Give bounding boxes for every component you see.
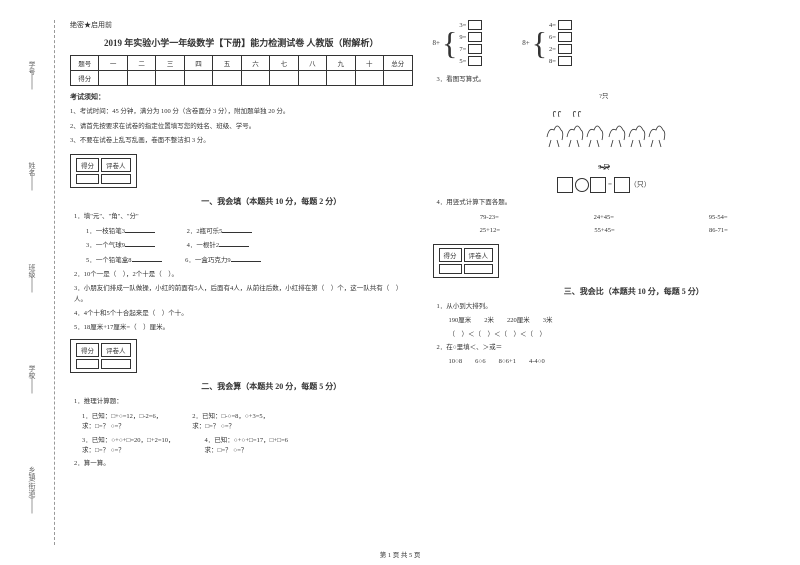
r-q3: 3．看图写算式。 <box>433 74 776 86</box>
table-row: 得分 <box>71 71 413 86</box>
deer-illustration <box>539 102 669 152</box>
s2q1: 1．推理计算题： <box>70 396 413 408</box>
s2-row: 3．已知：○+○+□=20，□+2=10，求：□=？ ○=？ 4．已知：○+○+… <box>70 434 413 454</box>
q1-row: 3．一个气球9 4．一根针2 <box>70 239 413 252</box>
q1-row: 1．一枝铅笔3 2．2瓶可乐5 <box>70 225 413 238</box>
sidebar-banji: 班级 <box>22 264 42 283</box>
notice-3: 3、不要在试卷上乱写乱画，卷面不整洁扣 3 分。 <box>70 135 413 147</box>
vcalc-row1: 79-23=24+45=95-54= <box>433 214 776 221</box>
table-row: 题号 一 二 三 四 五 六 七 八 九 十 总分 <box>71 56 413 71</box>
q3: 3．小朋友们排成一队做操，小红的前面有5人，后面有4人，从前往后数，小红排在第（… <box>70 283 413 306</box>
section1-title: 一、我会填（本题共 10 分，每题 2 分） <box>130 196 413 207</box>
notice-head: 考试须知： <box>70 92 413 102</box>
q5: 5．18厘米+17厘米=（ ）厘米。 <box>70 322 413 334</box>
section2-title: 二、我会算（本题共 20 分，每题 5 分） <box>130 381 413 392</box>
q4: 4．4个十和5个十合起来是（ ）个十。 <box>70 308 413 320</box>
left-column: 绝密★启用前 2019 年实验小学一年级数学【下册】能力检测试卷 人教版（附解析… <box>60 20 423 555</box>
sidebar-xiangzhen: 乡镇(街道) <box>22 466 42 504</box>
s3q2: 2．在○里填＜、＞或＝ <box>433 342 776 354</box>
s2q2: 2．算一算。 <box>70 458 413 470</box>
notice-2: 2、请首先按要求在试卷的指定位置填写您的姓名、班级、学号。 <box>70 121 413 133</box>
q1-row: 5．一个铅笔盒8 6．一盒巧克力9 <box>70 254 413 267</box>
s3q1: 1．从小到大排列。 <box>433 301 776 313</box>
brace-icon: { <box>442 27 457 59</box>
brace-icon: { <box>532 27 547 59</box>
binding-sidebar: 学号 姓名 班级 学校 乡镇(街道) <box>10 20 55 545</box>
s3q1a: 190厘米 2米 220厘米 3米 <box>433 315 776 327</box>
q1: 1．填"元"、"角"、"分" <box>70 211 413 223</box>
r-q4: 4．用竖式计算下面各题。 <box>433 197 776 209</box>
score-table: 题号 一 二 三 四 五 六 七 八 九 十 总分 得分 <box>70 55 413 86</box>
page-footer: 第 1 页 共 5 页 <box>0 549 800 559</box>
bracket-area: 8+ { 3= 9= 7= 5= 8+ { 4= 6= 2= 8= <box>433 20 776 74</box>
scorer-box-3: 得分评卷人 <box>433 244 500 278</box>
vcalc-row2: 25+12=55+45=86-71= <box>433 227 776 234</box>
sidebar-xuehao: 学号 <box>22 61 42 80</box>
notice-1: 1、考试时间：45 分钟，满分为 100 分（含卷面分 3 分），附加题单独 2… <box>70 106 413 118</box>
right-column: 8+ { 3= 9= 7= 5= 8+ { 4= 6= 2= 8= <box>423 20 786 555</box>
s3q1b: （ ）＜（ ）＜（ ）＜（ ） <box>433 329 776 341</box>
scorer-box-2: 得分评卷人 <box>70 339 137 373</box>
s3q2a: 10○8 6○6 8○6+1 4-4○0 <box>433 356 776 368</box>
scorer-box: 得分评卷人 <box>70 154 137 188</box>
s2-row: 1．已知：□+○=12，□-2=6，求：□=？ ○=？ 2．已知：□-○=8，○… <box>70 410 413 430</box>
equation-boxes: = （只） <box>433 177 776 193</box>
picture-area: ?只 ⏟ 9 只 = （只） <box>433 90 776 193</box>
exam-title: 2019 年实验小学一年级数学【下册】能力检测试卷 人教版（附解析） <box>70 36 413 49</box>
secret-label: 绝密★启用前 <box>70 20 413 30</box>
sidebar-xuexiao: 学校 <box>22 365 42 384</box>
q2: 2．10个一是（ ），2个十是（ ）。 <box>70 269 413 281</box>
section3-title: 三、我会比（本题共 10 分，每题 5 分） <box>493 286 776 297</box>
sidebar-xingming: 姓名 <box>22 162 42 181</box>
page: 绝密★启用前 2019 年实验小学一年级数学【下册】能力检测试卷 人教版（附解析… <box>0 0 800 565</box>
